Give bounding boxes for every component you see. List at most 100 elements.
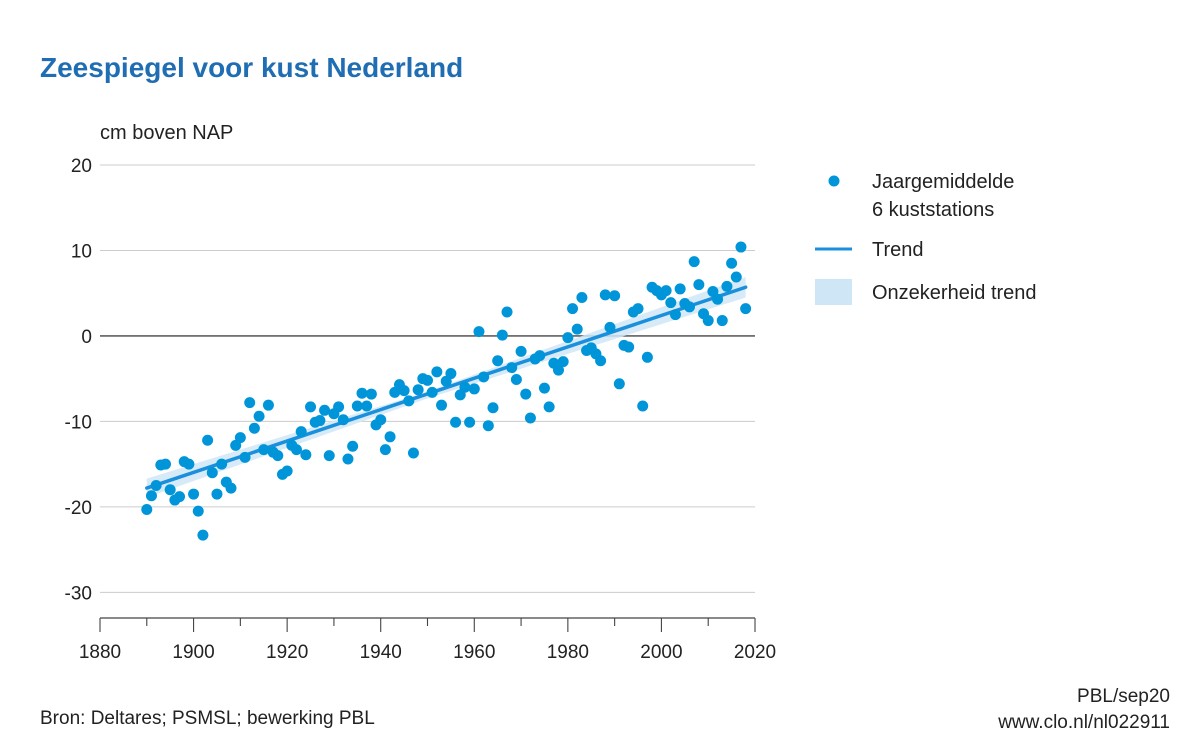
data-point <box>571 323 583 335</box>
data-point <box>510 374 522 386</box>
data-point <box>234 432 246 444</box>
data-point <box>403 395 415 407</box>
data-point <box>669 309 681 321</box>
data-point <box>160 458 171 470</box>
data-point <box>492 355 504 367</box>
chart-title: Zeespiegel voor kust Nederland <box>40 52 464 83</box>
data-point <box>192 505 204 517</box>
x-tick-label: 1880 <box>79 642 121 663</box>
x-tick-label: 1920 <box>266 642 308 663</box>
data-point <box>534 350 546 362</box>
y-tick-label: 20 <box>71 156 92 177</box>
data-point <box>188 488 200 500</box>
trend-line <box>145 285 748 490</box>
data-point <box>688 256 700 268</box>
data-point <box>464 416 476 428</box>
data-point <box>258 444 270 456</box>
y-tick-label: -20 <box>65 498 92 519</box>
x-axis: 1880 1900 1920 1940 1960 1980 2000 2020 <box>79 617 776 663</box>
data-point <box>375 414 387 426</box>
data-point <box>407 447 419 459</box>
legend: Jaargemiddelde 6 kuststations Trend Onze… <box>815 171 1037 305</box>
data-point <box>459 381 471 393</box>
data-point <box>693 279 705 291</box>
data-point <box>295 426 307 438</box>
data-point <box>613 378 625 390</box>
data-point <box>361 400 373 412</box>
data-point <box>674 283 686 295</box>
credit-line-2: www.clo.nl/nl022911 <box>998 712 1170 733</box>
data-point <box>473 326 485 338</box>
data-point <box>445 368 457 380</box>
data-point <box>623 341 635 353</box>
data-point <box>660 285 672 297</box>
data-point <box>702 315 714 327</box>
data-point <box>520 388 532 400</box>
data-point <box>641 351 653 363</box>
data-point <box>553 364 564 376</box>
x-tick-label: 1960 <box>453 642 495 663</box>
data-point <box>412 384 424 396</box>
data-point <box>145 490 157 502</box>
data-points-layer <box>141 241 752 541</box>
legend-trend-label: Trend <box>872 239 924 261</box>
data-point <box>211 488 223 500</box>
data-point <box>609 290 621 302</box>
data-point <box>599 289 611 301</box>
data-point <box>281 465 293 477</box>
data-point <box>468 383 480 395</box>
y-tick-labels: 20 10 0 -10 -20 -30 <box>65 156 92 604</box>
y-axis-label: cm boven NAP <box>100 122 234 144</box>
data-point <box>183 458 195 470</box>
data-point <box>538 382 550 394</box>
legend-points-label-line2: 6 kuststations <box>872 199 994 221</box>
data-point <box>305 401 317 413</box>
data-point <box>342 453 354 465</box>
data-point <box>436 399 448 411</box>
x-tick-label: 2020 <box>734 642 776 663</box>
credit-note: PBL/sep20 www.clo.nl/nl022911 <box>998 684 1170 736</box>
data-point <box>197 529 209 541</box>
data-point <box>721 280 733 292</box>
data-point <box>262 399 274 411</box>
data-point <box>515 345 527 357</box>
data-point <box>244 397 256 409</box>
data-point <box>712 293 724 305</box>
data-point <box>319 404 331 416</box>
x-tick-label: 1940 <box>360 642 402 663</box>
x-tick-label: 1980 <box>547 642 589 663</box>
data-point <box>726 257 738 269</box>
data-point <box>450 416 462 428</box>
data-point <box>323 450 335 462</box>
credit-line-1: PBL/sep20 <box>1077 686 1170 707</box>
data-point <box>524 412 536 424</box>
data-point <box>314 415 326 427</box>
trend-layer <box>145 285 748 490</box>
data-point <box>665 297 677 309</box>
data-point <box>174 491 186 503</box>
data-point <box>632 303 644 315</box>
legend-band-marker <box>815 279 852 305</box>
data-point <box>216 458 228 470</box>
data-point <box>398 385 410 397</box>
data-point <box>501 306 513 318</box>
data-point <box>595 355 607 367</box>
data-point <box>604 321 616 333</box>
legend-point-marker <box>828 175 840 187</box>
data-point <box>164 484 176 496</box>
data-point <box>562 332 574 344</box>
data-point <box>730 271 742 283</box>
data-point <box>300 449 312 461</box>
legend-band-label: Onzekerheid trend <box>872 282 1037 304</box>
data-point <box>567 303 579 315</box>
data-point <box>351 400 363 412</box>
data-point <box>576 291 588 303</box>
data-point <box>337 414 349 426</box>
data-point <box>365 388 377 400</box>
data-point <box>347 440 359 452</box>
data-point <box>482 420 494 432</box>
data-point <box>253 410 265 422</box>
data-point <box>422 374 433 386</box>
data-point <box>272 450 284 462</box>
